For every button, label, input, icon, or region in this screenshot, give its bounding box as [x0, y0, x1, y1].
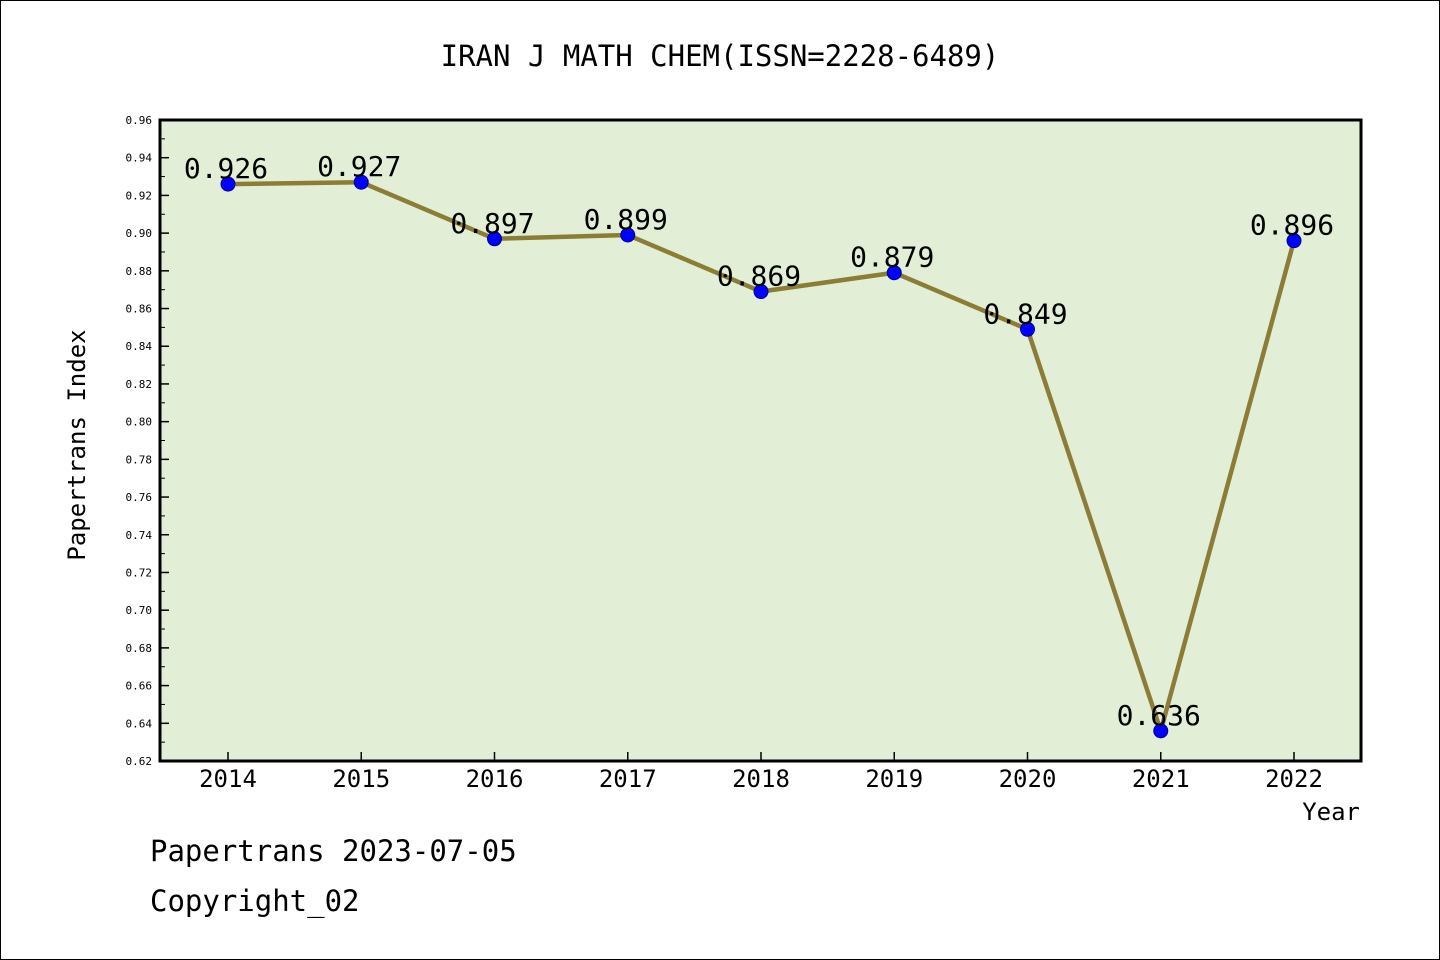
y-tick-label: 0.88	[126, 265, 153, 278]
plot-area	[158, 118, 1363, 763]
data-label: 0.869	[717, 260, 801, 293]
x-tick-label: 2020	[999, 765, 1057, 793]
x-tick-label: 2015	[332, 765, 390, 793]
y-tick-label: 0.74	[126, 529, 153, 542]
data-point-marker	[1153, 723, 1169, 739]
y-tick-label: 0.76	[126, 491, 153, 504]
data-label: 0.636	[1117, 699, 1201, 732]
x-axis-ticks: 2014 2015 2016 2017 2018 2019 2020 2021 2022	[199, 752, 1323, 793]
data-point-marker	[487, 231, 502, 247]
y-tick-label: 0.84	[126, 340, 153, 353]
x-tick-label: 2014	[199, 765, 257, 793]
x-tick-label: 2021	[1132, 765, 1190, 793]
y-tick-label: 0.78	[126, 453, 153, 466]
data-label: 0.899	[584, 203, 668, 236]
footer-copyright: Copyright_02	[150, 884, 360, 918]
x-tick-label: 2016	[466, 765, 524, 793]
data-point-marker	[1286, 233, 1302, 249]
y-tick-label: 0.66	[126, 680, 153, 693]
data-point-marker	[353, 174, 369, 190]
y-tick-label: 0.82	[126, 378, 153, 391]
y-tick-label: 0.70	[126, 604, 153, 617]
data-label: 0.897	[450, 207, 534, 240]
x-tick-label: 2017	[599, 765, 657, 793]
y-axis-ticks: 0.62 0.64 0.66 0.68 0.70 0.72 0.74 0.76 0.78 0.80…	[126, 114, 169, 768]
y-tick-label: 0.94	[126, 152, 153, 165]
data-point-marker	[620, 227, 636, 243]
x-tick-label: 2018	[732, 765, 790, 793]
data-point-marker	[220, 176, 236, 192]
data-labels: 0.926 0.927 0.897 0.899 0.869 0.879 0.849 0.636…	[184, 150, 1334, 732]
y-tick-label: 0.68	[126, 642, 153, 655]
data-label: 0.849	[983, 297, 1067, 330]
y-axis-label: Papertrans Index	[63, 329, 91, 560]
data-label: 0.927	[317, 150, 401, 183]
y-tick-label: 0.80	[126, 416, 153, 429]
footer-date: Papertrans 2023-07-05	[150, 834, 517, 868]
y-tick-label: 0.72	[126, 566, 153, 579]
data-point-marker	[886, 265, 902, 281]
y-tick-label: 0.96	[126, 114, 153, 127]
data-label: 0.879	[850, 241, 934, 274]
data-label: 0.896	[1250, 209, 1334, 242]
y-tick-label: 0.64	[126, 717, 153, 730]
y-tick-label: 0.92	[126, 189, 153, 202]
y-tick-label: 0.86	[126, 303, 153, 316]
x-tick-label: 2019	[865, 765, 923, 793]
data-point-marker	[753, 284, 769, 300]
x-axis-label: Year	[1302, 798, 1360, 826]
y-tick-label: 0.90	[126, 227, 153, 240]
data-label: 0.926	[184, 152, 268, 185]
series-line-group	[220, 174, 1302, 739]
y-tick-label: 0.62	[126, 755, 153, 768]
data-point-marker	[1020, 321, 1035, 337]
chart-title: IRAN J MATH CHEM(ISSN=2228-6489)	[441, 39, 1000, 73]
x-tick-label: 2022	[1265, 765, 1323, 793]
